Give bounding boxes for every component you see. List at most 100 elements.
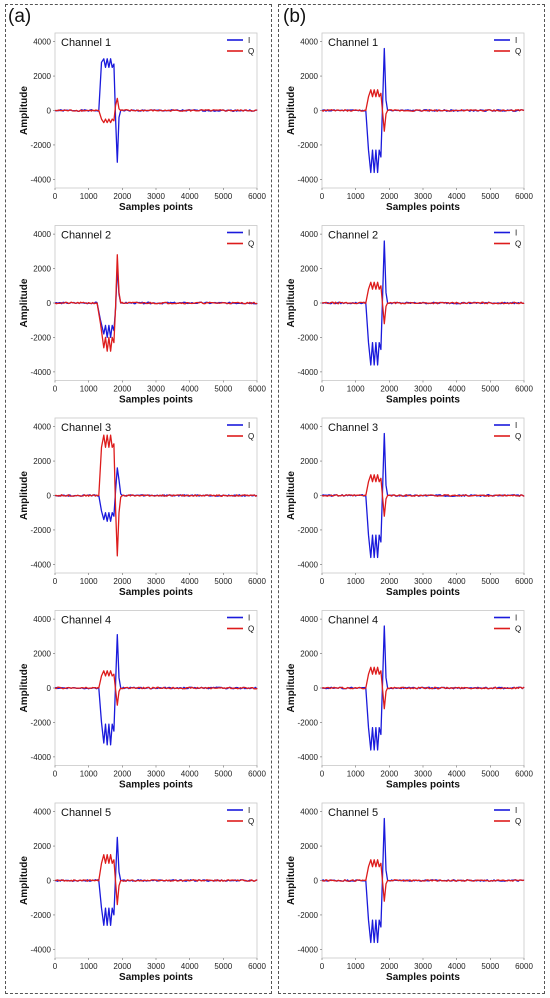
x-tick-label: 0: [320, 385, 325, 394]
x-tick-label: 5000: [481, 770, 499, 779]
legend-label-q: Q: [515, 240, 521, 249]
x-tick-label: 2000: [380, 962, 398, 971]
series-line-q: [55, 97, 258, 124]
y-tick-label: 0: [47, 299, 52, 308]
x-tick-label: 5000: [214, 192, 232, 201]
y-tick-label: 4000: [33, 423, 51, 432]
y-axis-title: Amplitude: [19, 663, 30, 712]
x-axis-title: Samples points: [386, 202, 460, 213]
y-tick-label: 0: [314, 684, 319, 693]
x-tick-label: 4000: [448, 962, 466, 971]
series-line-q: [54, 670, 258, 706]
x-tick-label: 6000: [515, 385, 533, 394]
x-axis-title: Samples points: [386, 780, 460, 791]
y-tick-label: -4000: [298, 175, 319, 184]
y-axis-title: Amplitude: [286, 86, 297, 135]
x-tick-label: 6000: [248, 577, 266, 586]
legend-label-i: I: [248, 36, 250, 45]
y-tick-label: -2000: [31, 526, 52, 535]
x-tick-label: 4000: [181, 385, 199, 394]
y-tick-label: 2000: [33, 72, 51, 81]
x-tick-label: 1000: [347, 770, 365, 779]
x-tick-label: 3000: [147, 577, 165, 586]
series-line-q: [321, 859, 525, 902]
chart-b1: -4000 -2000 0 2000 4000 0 1000 2000 3000 4000 5000…: [286, 32, 533, 213]
y-tick-label: 2000: [300, 72, 318, 81]
y-tick-label: 0: [47, 107, 52, 116]
x-tick-label: 5000: [214, 385, 232, 394]
panel-a-label: (a): [8, 6, 32, 27]
y-tick-label: -2000: [31, 911, 52, 920]
series-line-q: [54, 254, 258, 352]
x-tick-label: 0: [53, 385, 58, 394]
panel-a-frame: [5, 4, 272, 994]
x-tick-label: 4000: [448, 385, 466, 394]
x-tick-label: 6000: [515, 962, 533, 971]
y-tick-label: 2000: [33, 842, 51, 851]
y-axis-title: Amplitude: [286, 856, 297, 905]
x-tick-label: 0: [53, 577, 58, 586]
chart-b3: -4000 -2000 0 2000 4000 0 1000 2000 3000 4000 5000…: [286, 417, 533, 598]
x-tick-label: 2000: [380, 192, 398, 201]
x-tick-label: 6000: [248, 385, 266, 394]
legend-label-q: Q: [515, 625, 521, 634]
x-axis-title: Samples points: [119, 780, 193, 791]
chart-b4: -4000 -2000 0 2000 4000 0 1000 2000 3000 4000 5000…: [286, 610, 533, 791]
legend-label-i: I: [248, 421, 250, 430]
legend-label-i: I: [248, 806, 250, 815]
y-tick-label: 0: [314, 492, 319, 501]
legend-label-q: Q: [248, 240, 254, 249]
x-tick-label: 0: [53, 962, 58, 971]
y-tick-label: 0: [314, 299, 319, 308]
y-tick-label: -4000: [31, 560, 52, 569]
chart-title: Channel 1: [61, 37, 111, 49]
legend-label-i: I: [515, 421, 517, 430]
x-tick-label: 4000: [181, 770, 199, 779]
x-axis-title: Samples points: [386, 972, 460, 983]
chart-a5: -4000 -2000 0 2000 4000 0 1000 2000 3000 4000 5000…: [19, 802, 266, 983]
chart-title: Channel 5: [61, 807, 111, 819]
y-tick-label: 2000: [33, 650, 51, 659]
y-tick-label: 4000: [300, 808, 318, 817]
y-tick-label: 2000: [300, 265, 318, 274]
y-tick-label: -2000: [298, 718, 319, 727]
y-axis-title: Amplitude: [19, 278, 30, 327]
y-tick-label: -4000: [298, 753, 319, 762]
x-axis-title: Samples points: [119, 972, 193, 983]
x-tick-label: 6000: [515, 770, 533, 779]
y-tick-label: 2000: [300, 457, 318, 466]
x-tick-label: 4000: [181, 962, 199, 971]
x-tick-label: 1000: [347, 385, 365, 394]
y-axis-title: Amplitude: [19, 86, 30, 135]
chart-b5: -4000 -2000 0 2000 4000 0 1000 2000 3000 4000 5000…: [286, 802, 533, 983]
x-tick-label: 3000: [147, 770, 165, 779]
x-tick-label: 0: [320, 192, 325, 201]
x-tick-label: 2000: [113, 770, 131, 779]
x-tick-label: 1000: [347, 192, 365, 201]
y-tick-label: 0: [47, 492, 52, 501]
x-tick-label: 1000: [80, 770, 98, 779]
y-tick-label: 0: [47, 684, 52, 693]
y-tick-label: -4000: [298, 368, 319, 377]
chart-title: Channel 3: [328, 422, 378, 434]
x-tick-label: 1000: [347, 577, 365, 586]
y-axis-title: Amplitude: [19, 471, 30, 520]
y-axis-title: Amplitude: [286, 278, 297, 327]
y-tick-label: 4000: [33, 615, 51, 624]
x-tick-label: 4000: [448, 577, 466, 586]
y-axis-title: Amplitude: [19, 856, 30, 905]
y-tick-label: 4000: [300, 38, 318, 47]
legend-label-i: I: [515, 614, 517, 623]
series-line-q: [321, 281, 525, 325]
chart-title: Channel 5: [328, 807, 378, 819]
x-tick-label: 1000: [80, 192, 98, 201]
legend-label-q: Q: [248, 47, 254, 56]
x-tick-label: 4000: [448, 770, 466, 779]
x-tick-label: 0: [320, 962, 325, 971]
x-tick-label: 0: [53, 192, 58, 201]
x-tick-label: 2000: [380, 385, 398, 394]
y-tick-label: -2000: [31, 718, 52, 727]
x-tick-label: 4000: [448, 192, 466, 201]
x-axis-title: Samples points: [386, 587, 460, 598]
